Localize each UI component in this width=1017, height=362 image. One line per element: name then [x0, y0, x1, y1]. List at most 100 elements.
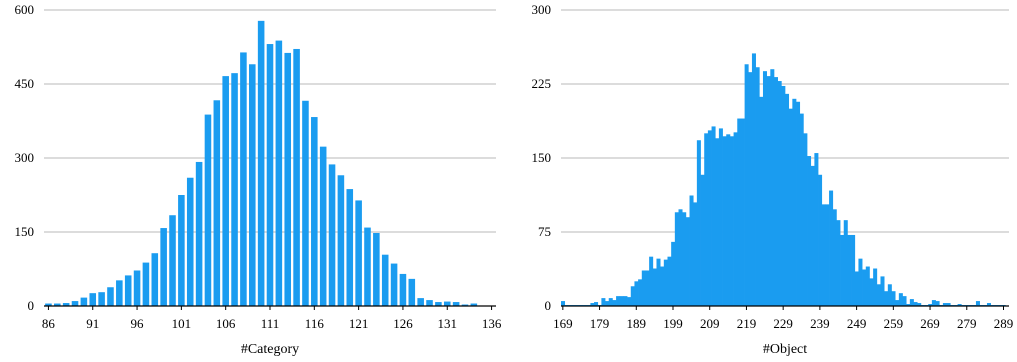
x-tick-label: 169 — [553, 316, 573, 331]
bar — [946, 303, 951, 306]
bar — [781, 85, 786, 306]
bar — [346, 189, 354, 306]
bar — [751, 53, 756, 306]
bar — [667, 256, 672, 306]
bar — [935, 301, 940, 306]
x-axis-title: #Object — [763, 342, 807, 357]
bar — [931, 300, 936, 306]
y-tick-label: 450 — [15, 76, 35, 91]
x-tick-labels: 86 91 96 101 106 111 116 121 126 131 136 — [42, 316, 502, 331]
bar — [803, 133, 808, 306]
bar — [671, 241, 676, 306]
bar — [213, 100, 221, 306]
bar — [678, 209, 683, 306]
bar — [762, 71, 767, 306]
bar — [399, 273, 407, 306]
x-tick-labels: 169 179 189 199 209 219 229 239 249 259 269 279 289 — [553, 316, 1013, 331]
bar — [785, 93, 790, 307]
bar — [634, 281, 639, 306]
x-ticks — [47, 306, 493, 310]
bar — [151, 253, 159, 306]
bar — [178, 195, 185, 306]
y-tick-labels: 0 150 300 450 600 — [15, 2, 35, 313]
bar — [755, 67, 760, 306]
x-tick-label: 229 — [773, 316, 793, 331]
bar — [461, 304, 469, 306]
bars — [45, 20, 486, 307]
x-axis-title: #Category — [241, 342, 299, 357]
bar — [682, 212, 687, 306]
bar — [186, 177, 194, 306]
bar — [364, 227, 371, 306]
bar — [832, 209, 837, 306]
bar — [443, 301, 451, 306]
bar — [773, 77, 778, 306]
bar — [865, 266, 870, 306]
bar — [986, 303, 991, 306]
y-tick-label: 0 — [545, 298, 552, 313]
x-tick-label: 259 — [884, 316, 904, 331]
bar — [851, 234, 856, 306]
bar — [142, 262, 150, 306]
x-tick-label: 101 — [172, 316, 192, 331]
y-tick-labels: 0 75 150 225 300 — [532, 2, 552, 313]
bar — [770, 69, 775, 306]
bar — [740, 118, 745, 306]
bar — [660, 266, 665, 306]
bar — [381, 254, 389, 306]
bar — [452, 302, 460, 306]
bar — [880, 276, 885, 306]
bar — [704, 133, 709, 306]
bar — [627, 297, 632, 306]
bar — [733, 132, 738, 306]
y-tick-label: 150 — [15, 224, 35, 239]
x-tick-label: 219 — [737, 316, 757, 331]
bar — [594, 302, 599, 306]
bar — [355, 200, 362, 306]
bar — [652, 268, 657, 306]
category-histogram: 0 150 300 450 600 86 91 96 101 106 111 116 121 126 13… — [15, 2, 502, 357]
bar — [873, 268, 878, 306]
x-tick-label: 239 — [810, 316, 830, 331]
x-tick-label: 111 — [261, 316, 280, 331]
bar — [847, 234, 852, 306]
x-tick-label: 289 — [994, 316, 1014, 331]
bar — [689, 195, 694, 306]
bar — [649, 256, 654, 306]
bar — [601, 298, 606, 306]
bar — [836, 220, 841, 306]
y-tick-label: 75 — [538, 224, 551, 239]
bar — [807, 156, 812, 306]
x-tick-label: 96 — [131, 316, 145, 331]
bar — [62, 303, 70, 306]
x-tick-label: 106 — [216, 316, 236, 331]
bar — [275, 40, 283, 307]
bar — [887, 284, 892, 306]
x-tick-label: 279 — [957, 316, 977, 331]
bar — [71, 301, 79, 306]
bar — [222, 76, 229, 306]
bar — [898, 293, 903, 306]
bar — [777, 81, 782, 306]
x-tick-label: 126 — [393, 316, 413, 331]
bar — [616, 296, 621, 306]
bar — [928, 304, 933, 306]
bar — [98, 292, 105, 306]
bar — [319, 146, 327, 306]
bar — [788, 108, 793, 306]
bar — [821, 204, 826, 306]
x-tick-label: 179 — [590, 316, 610, 331]
bar — [711, 126, 716, 307]
x-tick-label: 91 — [86, 316, 99, 331]
bar — [862, 269, 867, 306]
bar — [107, 287, 114, 306]
x-tick-label: 269 — [920, 316, 940, 331]
x-tick-label: 121 — [349, 316, 369, 331]
bar — [715, 138, 720, 306]
bar — [204, 114, 212, 306]
object-histogram: 0 75 150 225 300 169 179 189 199 209 219 229 239 249… — [532, 2, 1014, 357]
bar — [408, 278, 416, 306]
bar — [796, 101, 801, 306]
bar — [906, 304, 911, 306]
bar — [435, 302, 442, 306]
